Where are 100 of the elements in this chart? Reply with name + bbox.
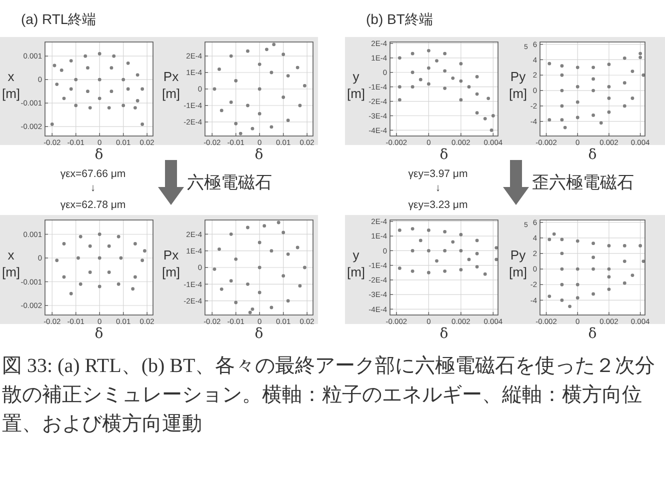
point (276, 220, 280, 224)
point (98, 232, 102, 236)
point (234, 257, 238, 261)
point (607, 275, 611, 279)
point (140, 122, 144, 126)
point (491, 114, 495, 118)
point (638, 56, 642, 60)
point (250, 307, 254, 311)
point (552, 232, 556, 236)
point (592, 77, 595, 81)
y-axis-title: Py [m] (508, 69, 528, 101)
point (560, 238, 564, 242)
point (459, 232, 463, 236)
point (258, 62, 262, 66)
y-axis-title: x [m] (2, 248, 20, 280)
point (599, 121, 603, 125)
point (258, 240, 262, 244)
point (475, 75, 479, 78)
point (451, 240, 455, 244)
point (76, 256, 80, 260)
point (576, 84, 580, 88)
point (398, 266, 402, 270)
caption: 図 33: (a) RTL、(b) BT、各々の最終アーク部に六極電磁石を使った２次分散の補正シミュレーション。横軸：粒子のエネルギー、縦軸：横方向位置、および横方向運動 (2, 354, 656, 437)
point (563, 126, 567, 130)
point (134, 275, 137, 279)
point (246, 282, 250, 286)
point (229, 54, 233, 58)
point (282, 274, 286, 278)
text: γεy=3.23 μm (408, 199, 468, 211)
point (88, 106, 92, 110)
point (74, 78, 78, 82)
point (410, 227, 414, 230)
point (607, 62, 611, 66)
point (418, 238, 422, 242)
point (607, 84, 611, 88)
point (459, 98, 463, 102)
y-axis-title: y [m] (346, 69, 366, 101)
point (107, 270, 111, 274)
point (459, 268, 463, 272)
point (410, 248, 414, 252)
point (74, 104, 78, 108)
text: γεy=3.97 μm (408, 168, 468, 180)
point (122, 78, 126, 82)
point (607, 267, 611, 271)
point (410, 52, 414, 56)
point (142, 249, 146, 253)
point (258, 87, 262, 91)
point (270, 306, 274, 310)
text: 六極電磁石 (187, 173, 272, 192)
point (435, 259, 438, 263)
point (576, 116, 580, 120)
point (630, 70, 634, 73)
point (84, 54, 88, 58)
point (234, 79, 238, 82)
point (212, 267, 216, 271)
point (560, 88, 564, 92)
point (258, 112, 262, 116)
y-axis-title: x [m] (2, 69, 20, 101)
point (576, 267, 580, 271)
point (568, 304, 572, 308)
point (246, 104, 250, 108)
point (607, 288, 611, 292)
point (443, 86, 447, 90)
x-axis-title: δ (254, 326, 264, 342)
point (234, 300, 238, 304)
point (302, 266, 306, 270)
x-axis-title: δ (94, 326, 104, 342)
point (286, 252, 290, 256)
point (548, 62, 552, 66)
point (576, 296, 580, 300)
point (286, 74, 290, 78)
point (592, 88, 595, 92)
point (69, 87, 73, 91)
point (410, 269, 414, 273)
point (262, 224, 266, 228)
point (592, 256, 595, 260)
point (55, 258, 59, 262)
point (246, 226, 250, 230)
point (560, 73, 564, 77)
point (483, 272, 487, 276)
point (212, 87, 216, 91)
point (475, 238, 479, 242)
point (548, 118, 552, 122)
point (112, 54, 116, 58)
point (576, 66, 580, 70)
point (607, 110, 611, 114)
point (622, 104, 626, 108)
point (302, 84, 306, 88)
point (248, 310, 252, 314)
point (229, 279, 233, 283)
point (296, 246, 300, 250)
point (548, 294, 552, 298)
point (426, 66, 430, 70)
point (107, 244, 111, 248)
point (282, 96, 286, 99)
x-axis-title: δ (588, 147, 597, 163)
point (443, 248, 447, 252)
point (62, 242, 66, 246)
point (398, 98, 402, 102)
point (98, 78, 102, 82)
